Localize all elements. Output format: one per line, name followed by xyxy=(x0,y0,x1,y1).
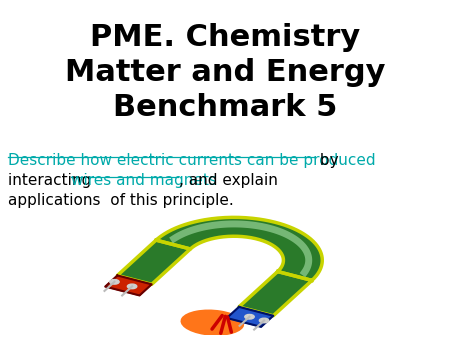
Text: , and explain: , and explain xyxy=(179,173,278,188)
Polygon shape xyxy=(227,307,273,327)
Polygon shape xyxy=(117,240,190,284)
Polygon shape xyxy=(239,271,312,316)
Text: applications  of this principle.: applications of this principle. xyxy=(8,193,234,208)
Circle shape xyxy=(127,284,137,289)
Circle shape xyxy=(245,314,254,319)
Polygon shape xyxy=(105,275,152,295)
Circle shape xyxy=(110,280,119,284)
Circle shape xyxy=(259,318,269,323)
Text: by: by xyxy=(315,153,338,168)
Text: wires and magnets: wires and magnets xyxy=(71,173,217,188)
Text: PME. Chemistry
Matter and Energy
Benchmark 5: PME. Chemistry Matter and Energy Benchma… xyxy=(65,23,385,121)
Text: Describe how electric currents can be produced: Describe how electric currents can be pr… xyxy=(8,153,376,168)
Polygon shape xyxy=(156,217,322,281)
Ellipse shape xyxy=(180,310,244,336)
Text: interacting: interacting xyxy=(8,173,96,188)
